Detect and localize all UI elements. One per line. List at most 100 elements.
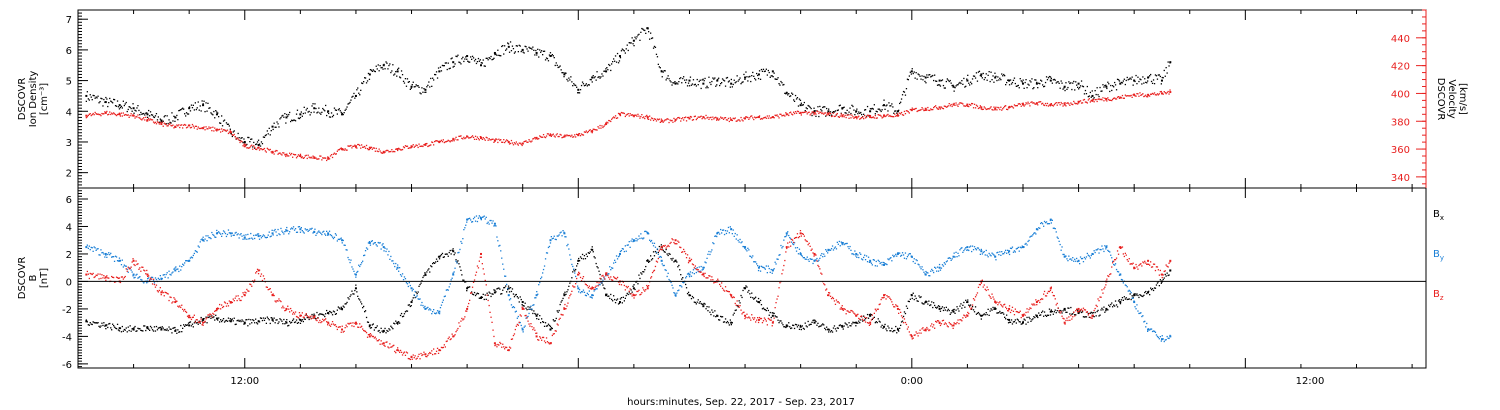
velocity-sample (965, 105, 967, 107)
velocity-sample (320, 155, 322, 157)
b-bx-sample (206, 322, 208, 324)
b-bx-sample (480, 296, 482, 298)
b-by-sample (1083, 256, 1086, 259)
velocity-sample (1145, 94, 1147, 96)
velocity-sample (512, 144, 515, 146)
velocity-sample (1100, 98, 1102, 100)
b-by-sample (382, 243, 384, 245)
b-bz-point (354, 321, 357, 324)
b-by-sample (762, 266, 765, 269)
density-sample (284, 113, 286, 115)
b-bx-sample (835, 330, 838, 332)
velocity-sample (1082, 99, 1085, 101)
b-bx-sample (245, 319, 247, 321)
b-bx-sample (1083, 316, 1086, 318)
velocity-sample (514, 143, 516, 145)
b-by-sample (521, 327, 523, 329)
density-sample (832, 111, 835, 113)
b-by-sample (446, 289, 448, 291)
density-sample (499, 55, 501, 57)
density-sample (778, 83, 780, 85)
b-bx-sample (233, 317, 235, 319)
b-bx-sample (550, 327, 552, 329)
velocity-sample (958, 103, 960, 105)
b-by-sample (108, 252, 110, 254)
density-sample (268, 127, 270, 129)
density-sample (1070, 82, 1072, 84)
density-sample (1048, 75, 1051, 78)
velocity-sample (322, 157, 324, 159)
velocity-sample (465, 137, 467, 139)
b-bx-sample (688, 294, 691, 297)
b-bx-sample (1030, 320, 1032, 322)
velocity-sample (172, 124, 174, 126)
velocity-sample (507, 140, 509, 142)
b-by-sample (664, 269, 666, 271)
density-sample (575, 84, 577, 87)
velocity-sample (1090, 100, 1092, 102)
density-sample (177, 119, 179, 121)
b-bx-sample (975, 313, 978, 315)
density-sample (225, 122, 228, 124)
b-bx-sample (599, 273, 601, 276)
density-sample (823, 106, 825, 108)
b-bx-sample (197, 323, 199, 325)
b-by-sample (140, 278, 142, 281)
velocity-sample (577, 134, 579, 136)
density-sample (449, 67, 451, 69)
velocity-sample (650, 117, 653, 119)
velocity-sample (939, 108, 942, 110)
velocity-sample (171, 125, 173, 127)
b-bx-sample (475, 293, 478, 295)
velocity-sample (795, 112, 798, 114)
density-sample (610, 69, 612, 72)
b-bx-sample (386, 329, 388, 332)
velocity-sample (526, 141, 528, 143)
velocity-sample (811, 111, 813, 113)
density-sample (804, 110, 806, 112)
velocity-sample (141, 119, 143, 121)
velocity-sample (195, 125, 197, 127)
b-bx-sample (1132, 296, 1134, 298)
b-by-sample (923, 271, 925, 273)
b-by-sample (1003, 253, 1005, 255)
b-bx-sample (788, 322, 790, 324)
b-by-sample (399, 274, 402, 276)
velocity-sample (749, 117, 751, 119)
velocity-sample (723, 117, 726, 119)
b-bx-sample (313, 313, 315, 315)
b-by-sample (1007, 249, 1009, 251)
b-by-sample (735, 238, 737, 240)
b-bx-sample (137, 327, 139, 329)
velocity-sample (409, 147, 411, 149)
b-bx-sample (828, 329, 831, 331)
b-by-sample (402, 279, 405, 281)
density-sample (686, 85, 689, 87)
velocity-sample (1059, 104, 1061, 106)
density-sample (873, 104, 875, 106)
b-bx-sample (755, 296, 757, 298)
density-sample (697, 84, 699, 86)
density-point (1169, 61, 1172, 64)
density-sample (1163, 69, 1165, 72)
b-by-sample (886, 263, 888, 266)
b-by-sample (598, 284, 600, 286)
velocity-sample (452, 137, 454, 140)
density-sample (281, 115, 283, 117)
b-bx-sample (1155, 284, 1158, 286)
b-by-sample (779, 254, 781, 256)
b-bx-sample (165, 329, 167, 331)
b-by-sample (1011, 246, 1014, 248)
density-sample (661, 76, 663, 78)
b-by-sample (657, 253, 659, 255)
velocity-sample (143, 117, 145, 119)
velocity-sample (330, 154, 333, 156)
velocity-point (716, 117, 719, 120)
density-sample (829, 111, 832, 113)
velocity-sample (292, 153, 295, 155)
velocity-sample (405, 145, 408, 147)
b-by-sample (1034, 232, 1036, 234)
b-bx-sample (1135, 294, 1137, 296)
velocity-sample (234, 136, 236, 138)
velocity-sample (328, 158, 331, 160)
